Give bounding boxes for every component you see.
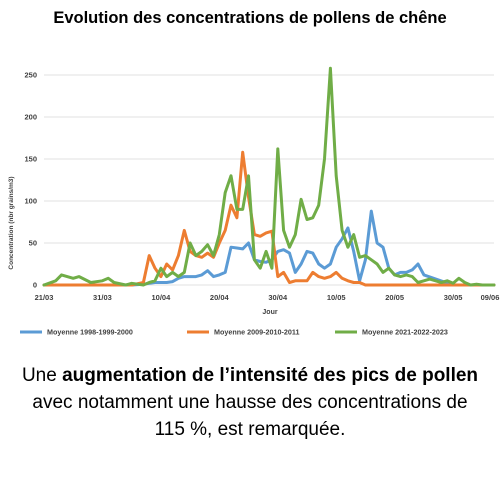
legend: Moyenne 1998-1999-2000 Moyenne 2009-2010-… bbox=[20, 328, 448, 337]
y-tick-label: 100 bbox=[24, 197, 37, 206]
x-tick-label: 30/05 bbox=[444, 293, 463, 302]
x-tick-label: 10/04 bbox=[151, 293, 171, 302]
chart-title: Evolution des concentrations de pollens … bbox=[53, 9, 447, 27]
x-tick-label: 10/05 bbox=[327, 293, 346, 302]
series-line-2 bbox=[42, 150, 496, 287]
x-axis-ticks: 21/03 31/03 10/04 20/04 30/04 10/05 20/05 30/05… bbox=[35, 293, 500, 302]
x-tick-label: 20/04 bbox=[210, 293, 230, 302]
y-tick-label: 50 bbox=[29, 239, 37, 248]
series-line-3 bbox=[42, 66, 496, 287]
grid-lines bbox=[44, 74, 494, 286]
caption-text: Une augmentation de l’intensité des pics… bbox=[18, 362, 482, 443]
series-lines bbox=[42, 66, 496, 287]
x-tick-label: 31/03 bbox=[93, 293, 112, 302]
x-tick-label: 30/04 bbox=[268, 293, 288, 302]
line-chart: 0 50 100 150 200 250 21/03 31/03 10/04 20/04 30/0… bbox=[8, 66, 500, 337]
y-axis-label: Concentration (nbr grains/m3) bbox=[8, 176, 15, 269]
y-tick-label: 150 bbox=[24, 155, 37, 164]
x-axis-label: Jour bbox=[262, 309, 277, 316]
legend-label-1: Moyenne 1998-1999-2000 bbox=[47, 328, 133, 337]
caption-part-2: avec notamment une hausse des concentrat… bbox=[32, 392, 468, 440]
series-line-1 bbox=[42, 209, 496, 287]
x-tick-label: 20/05 bbox=[385, 293, 404, 302]
caption-bold: augmentation de l’intensité des pics de … bbox=[62, 365, 479, 386]
y-axis-ticks: 0 50 100 150 200 250 bbox=[24, 71, 37, 290]
legend-label-2: Moyenne 2009-2010-2011 bbox=[214, 328, 300, 337]
legend-label-3: Moyenne 2021-2022-2023 bbox=[362, 328, 448, 337]
x-tick-label: 21/03 bbox=[35, 293, 54, 302]
y-tick-label: 200 bbox=[24, 113, 37, 122]
y-tick-label: 0 bbox=[33, 281, 37, 290]
caption-part-1: Une bbox=[21, 365, 63, 386]
x-tick-label: 09/06 bbox=[481, 293, 500, 302]
y-tick-label: 250 bbox=[24, 71, 37, 80]
